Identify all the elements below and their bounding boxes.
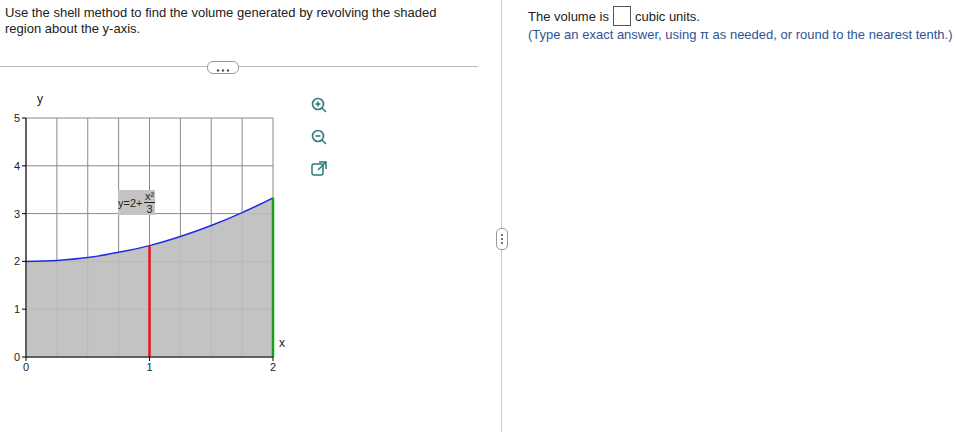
html-text:3: 3 — [146, 203, 153, 215]
html-text:(Type an exact answer, using π: (Type an exact answer, using π as needed… — [528, 27, 953, 42]
svg-text:5: 5 — [14, 112, 20, 124]
html-text:x: x — [279, 336, 285, 350]
svg-text:4: 4 — [14, 160, 20, 172]
svg-text:3: 3 — [14, 208, 20, 220]
svg-text:2: 2 — [14, 255, 20, 267]
html-text:y=2+x²: y=2+x² — [118, 190, 155, 209]
svg-text:0: 0 — [14, 351, 20, 363]
svg-text:1: 1 — [146, 361, 152, 373]
html-text:y: y — [37, 92, 43, 106]
html-text:The volume is: The volume is — [528, 8, 609, 24]
html-text:Use the shell method to find t: Use the shell method to find the volume … — [5, 5, 437, 36]
html-text:cubic units.: cubic units. — [634, 8, 700, 24]
svg-text:0: 0 — [23, 361, 29, 373]
svg-text:1: 1 — [14, 303, 20, 315]
svg-text:2: 2 — [270, 361, 276, 373]
